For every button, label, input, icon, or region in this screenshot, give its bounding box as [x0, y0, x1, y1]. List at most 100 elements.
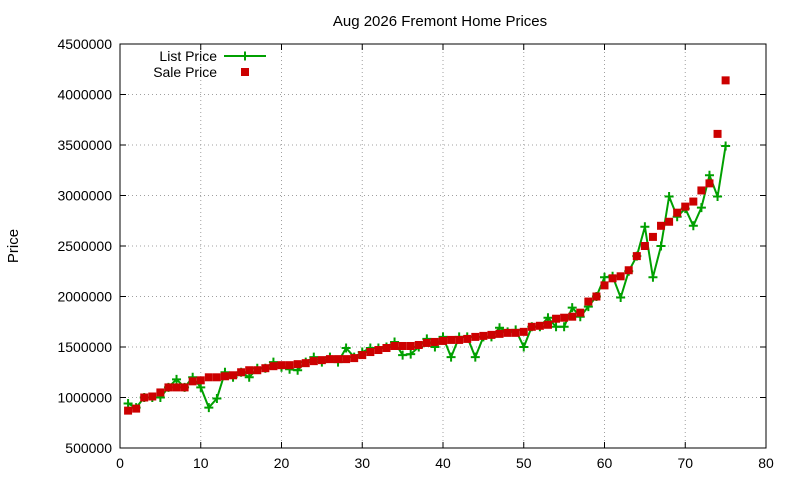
sale-price-point	[342, 355, 351, 364]
sale-price-point	[681, 202, 690, 211]
list-price-point	[446, 352, 456, 362]
y-tick-label: 4500000	[57, 36, 112, 52]
list-price-point	[398, 350, 408, 360]
y-tick-label: 2000000	[57, 289, 112, 305]
series	[123, 76, 731, 415]
sale-price-point	[495, 329, 504, 338]
x-tick-label: 70	[677, 455, 693, 471]
sale-price-point	[422, 338, 431, 347]
list-price-point	[551, 322, 561, 332]
list-price-point	[713, 192, 723, 202]
list-price-point	[559, 322, 569, 332]
list-price-point	[172, 374, 182, 384]
x-tick-label: 0	[116, 455, 124, 471]
legend-label-list-price: List Price	[159, 48, 217, 64]
sale-price-point	[430, 337, 439, 346]
list-price-line	[127, 145, 727, 409]
sale-price-point	[132, 404, 141, 413]
sale-price-point	[697, 186, 706, 195]
list-price-point	[696, 203, 706, 213]
sale-price-point	[293, 360, 302, 369]
sale-price-point	[317, 356, 326, 365]
x-tick-label: 40	[435, 455, 451, 471]
sale-price-point	[220, 372, 229, 381]
sale-price-point	[253, 366, 262, 375]
list-price-point	[616, 293, 626, 303]
list-price-point	[341, 343, 351, 353]
list-price-point	[212, 394, 222, 404]
sale-price-point	[592, 292, 601, 301]
x-tick-label: 80	[758, 455, 774, 471]
sale-price-point	[471, 332, 480, 341]
sale-price-point	[358, 351, 367, 360]
list-price-point	[567, 303, 577, 313]
sale-price-point	[511, 328, 520, 337]
y-axis-label: Price	[5, 229, 22, 263]
y-tick-label: 2500000	[57, 238, 112, 254]
sale-price-point	[124, 406, 133, 415]
list-price-point	[704, 170, 714, 180]
x-tick-label: 60	[597, 455, 613, 471]
sale-price-point	[301, 359, 310, 368]
sale-price-point	[608, 274, 617, 283]
list-price-point	[196, 382, 206, 392]
sale-price-point	[285, 361, 294, 370]
list-price-point	[600, 272, 609, 282]
sale-price-point	[479, 331, 488, 340]
sale-price-point	[568, 312, 577, 321]
sale-price-point	[519, 327, 528, 336]
sale-price-point	[713, 129, 722, 138]
x-tick-label: 10	[193, 455, 209, 471]
sale-price-point	[269, 362, 278, 371]
legend: List Price Sale Price	[153, 48, 266, 80]
sale-price-point	[487, 330, 496, 339]
sale-price-point	[148, 392, 157, 401]
y-tick-label: 500000	[65, 440, 112, 456]
sale-price-point	[527, 322, 536, 331]
sale-price-point	[560, 313, 569, 322]
sale-price-point	[632, 252, 641, 261]
x-tick-label: 50	[516, 455, 532, 471]
sale-price-point	[156, 388, 165, 397]
sale-price-point	[309, 357, 318, 366]
sale-price-point	[406, 341, 415, 350]
sale-price-point	[350, 354, 359, 363]
sale-price-point	[261, 364, 270, 373]
chart-title: Aug 2026 Fremont Home Prices	[333, 13, 547, 30]
list-price-point	[244, 372, 254, 382]
sale-price-point	[204, 373, 213, 382]
sale-price-point	[640, 242, 649, 250]
list-price-point	[664, 192, 674, 202]
sale-price-point	[277, 361, 286, 370]
sale-price-point	[689, 197, 698, 206]
sale-price-point	[665, 217, 674, 226]
list-price-point	[519, 342, 529, 352]
sale-price-point	[382, 344, 391, 353]
legend-marker-sale-price	[241, 68, 249, 76]
sale-price-point	[334, 355, 343, 364]
list-price-point	[406, 349, 416, 359]
sale-price-point	[245, 366, 254, 375]
sale-price-point	[374, 346, 383, 355]
sale-price-point	[414, 340, 423, 349]
sale-price-point	[366, 348, 375, 357]
sale-price-point	[705, 179, 714, 188]
sale-price-point	[648, 232, 657, 241]
list-price-point	[543, 313, 553, 323]
sale-price-point	[237, 368, 246, 377]
list-price-point	[688, 221, 698, 231]
list-price-point	[640, 222, 650, 232]
sale-price-point	[657, 221, 666, 230]
legend-label-sale-price: Sale Price	[153, 64, 217, 80]
sale-price-point	[188, 377, 197, 386]
list-price-point	[123, 399, 133, 409]
list-price-point	[656, 241, 666, 251]
sale-price-point	[196, 376, 205, 385]
y-tick-label: 3000000	[57, 188, 112, 204]
list-price-point	[721, 141, 731, 151]
x-tick-label: 20	[274, 455, 290, 471]
x-tick-label: 30	[354, 455, 370, 471]
sale-price-point	[164, 383, 173, 392]
sale-price-point	[503, 328, 512, 337]
